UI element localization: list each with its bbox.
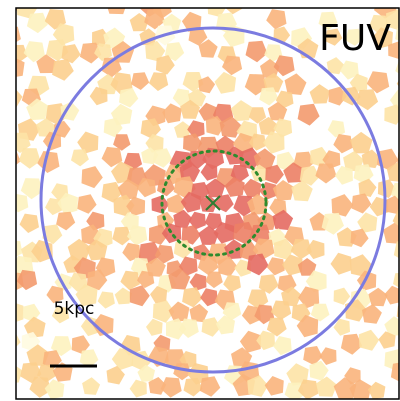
band-label: FUV: [319, 18, 391, 59]
fuv-image-panel: FUV 5kpc: [0, 0, 400, 401]
scale-bar-label: 5kpc: [54, 299, 95, 319]
pixel-cell: [2, 301, 23, 323]
